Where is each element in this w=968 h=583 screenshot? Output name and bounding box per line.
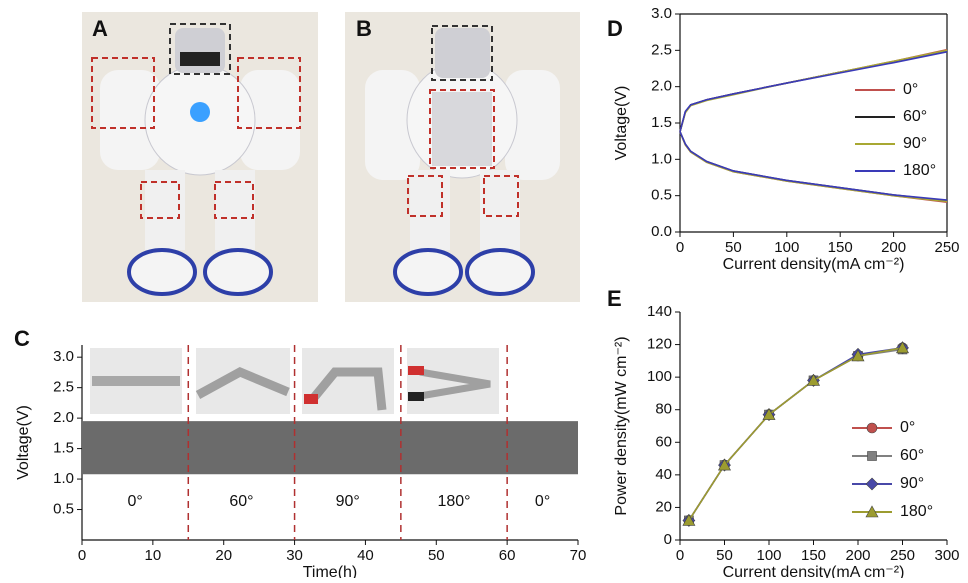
legend-label: 180° [903,162,936,179]
series-line [689,348,903,521]
x-axis-label: Time(h) [303,564,358,578]
legend-label: 90° [900,475,924,492]
x-tick-label: 250 [934,239,959,256]
x-tick-label: 200 [881,239,906,256]
y-axis-label: Voltage(V) [15,405,32,480]
y-tick-label: 0.5 [651,187,672,204]
x-axis-label: Current density(mA cm⁻²) [723,564,905,578]
y-axis-label: Power density(mW cm⁻²) [613,336,630,515]
x-tick-label: 100 [756,547,781,564]
x-tick-label: 10 [145,547,162,564]
panel-label: A [92,16,108,41]
segment-label: 90° [336,493,360,510]
photo-a [82,12,318,302]
figure: A B C 0.5 1.0 1.5 2.0 2.5 3.0 0 10 20 30 40 50 60 70 Ti… [0,0,968,578]
marker [868,452,877,461]
y-tick-label: 120 [647,336,672,353]
photo-b [345,12,580,302]
x-tick-label: 200 [845,547,870,564]
y-tick-label: 0 [664,531,672,548]
panel-label: C [14,326,30,351]
x-tick-label: 250 [890,547,915,564]
y-tick-label: 40 [655,466,672,483]
voltage-band [82,421,578,474]
segment-label: 60° [229,493,253,510]
y-tick-label: 3.0 [651,5,672,22]
x-tick-label: 100 [774,239,799,256]
y-tick-label: 1.0 [651,150,672,167]
series-line [689,348,903,521]
y-tick-label: 20 [655,498,672,515]
y-tick-label: 1.5 [651,114,672,131]
x-tick-label: 60 [499,547,516,564]
segment-label: 180° [437,493,470,510]
y-tick-label: 2.0 [651,78,672,95]
y-axis-label: Voltage(V) [613,86,630,161]
legend-label: 0° [900,419,915,436]
x-tick-label: 0 [676,239,684,256]
x-tick-label: 70 [570,547,587,564]
x-tick-label: 300 [934,547,959,564]
marker [867,423,877,433]
legend-label: 60° [903,108,927,125]
legend-label: 90° [903,135,927,152]
y-tick-label: 0.0 [651,223,672,240]
x-tick-label: 20 [215,547,232,564]
y-tick-label: 2.0 [53,409,74,426]
x-axis-label: Current density(mA cm⁻²) [723,256,905,273]
y-tick-label: 0.5 [53,501,74,518]
segment-label: 0° [535,493,550,510]
panel-label: E [607,286,622,311]
segment-label: 0° [127,493,142,510]
x-tick-label: 50 [716,547,733,564]
y-tick-label: 60 [655,433,672,450]
y-tick-label: 2.5 [53,379,74,396]
x-tick-label: 30 [286,547,303,564]
marker [866,478,878,490]
y-tick-label: 3.0 [53,348,74,365]
series-line [689,348,903,521]
legend-label: 180° [900,503,933,520]
panel-label: D [607,16,623,41]
y-tick-label: 1.5 [53,440,74,457]
y-tick-label: 80 [655,401,672,418]
legend-label: 60° [900,447,924,464]
x-tick-label: 150 [801,547,826,564]
legend-label: 0° [903,81,918,98]
y-tick-label: 2.5 [651,41,672,58]
panel-label: B [356,16,372,41]
x-tick-label: 50 [428,547,445,564]
y-tick-label: 140 [647,303,672,320]
series-line [689,349,903,520]
x-tick-label: 50 [725,239,742,256]
y-tick-label: 100 [647,368,672,385]
y-tick-label: 1.0 [53,470,74,487]
x-tick-label: 150 [828,239,853,256]
x-tick-label: 0 [676,547,684,564]
x-tick-label: 0 [78,547,86,564]
x-tick-label: 40 [357,547,374,564]
